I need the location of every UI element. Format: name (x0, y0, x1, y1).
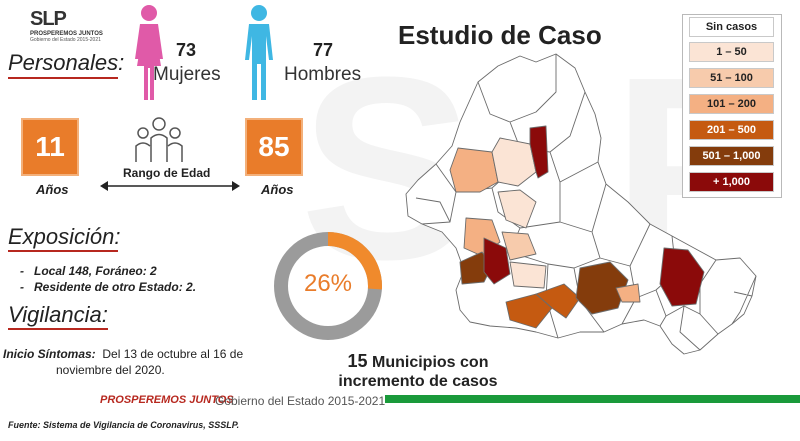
slp-logo: SLP PROSPEREMOS JUNTOS Gobierno del Esta… (30, 8, 110, 48)
footer-prosperemos: PROSPEREMOS JUNTOS (100, 394, 234, 406)
women-count: 73 (176, 40, 197, 60)
municipios-line1-text: Municipios con (372, 354, 489, 371)
muni-fill (505, 293, 553, 329)
footer-fuente: Fuente: Sistema de Vigilancia de Coronav… (8, 420, 240, 430)
exposicion-item-text: Local 148, Foráneo: 2 (34, 264, 157, 278)
muni-fill (509, 261, 547, 289)
logo-sub: PROSPEREMOS JUNTOS (30, 31, 103, 37)
footer-gobierno: Gobierno del Estado 2015-2021 (215, 394, 386, 408)
sintomas-line: Inicio Síntomas: Del 13 de octubre al 16… (3, 347, 243, 361)
exposicion-title: Exposición: (8, 224, 121, 249)
vigilancia-underline (8, 328, 108, 330)
group-people-icon (135, 117, 183, 162)
donut-fill (274, 232, 382, 340)
men-label: Hombres (284, 64, 362, 85)
male-figure-icon (245, 5, 273, 100)
municipios-num: 15 (347, 351, 368, 371)
exposicion-item-text: Residente de otro Estado: 2. (34, 280, 197, 294)
sintomas-text-2: noviembre del 2020. (56, 363, 165, 377)
donut-chart (274, 232, 382, 340)
double-arrow-icon (100, 181, 240, 191)
muni-fill (615, 283, 641, 303)
muni-fill (497, 189, 537, 229)
exposicion-item: - Residente de otro Estado: 2. (20, 280, 197, 294)
muni-fill (575, 261, 629, 315)
donut-percent-label: 26% (303, 270, 353, 297)
logo-main: SLP (30, 8, 67, 30)
female-figure-icon (135, 5, 163, 100)
age-range-label: Rango de Edad (123, 166, 211, 180)
legend-item: 201 – 500 (689, 120, 774, 140)
municipios-text: 15 Municipios con incremento de casos (320, 352, 516, 391)
personales-title: Personales: (8, 50, 125, 75)
women-label: Mujeres (153, 64, 221, 85)
muni-fill (501, 231, 537, 261)
sintomas-text-1: Del 13 de octubre al 16 de (102, 347, 244, 361)
legend-item: 101 – 200 (689, 94, 774, 114)
personales-underline (8, 77, 118, 79)
legend-item: Sin casos (689, 17, 774, 37)
municipios-line2: incremento de casos (338, 373, 498, 390)
sintomas-label: Inicio Síntomas: (3, 347, 96, 361)
muni-fill (449, 147, 499, 193)
municipios-line1: 15 Municipios con (320, 352, 516, 372)
legend-item: 51 – 100 (689, 68, 774, 88)
muni-fill (483, 237, 511, 285)
main-title: Estudio de Caso (398, 20, 602, 50)
legend-item: 501 – 1,000 (689, 146, 774, 166)
muni-fill (529, 125, 549, 179)
municipalities-map (405, 53, 757, 355)
men-count: 77 (313, 40, 334, 60)
age-min-unit: Años (36, 182, 69, 197)
muni-fill (535, 283, 581, 319)
age-min-box: 11 (21, 118, 79, 176)
muni-fill (659, 247, 705, 307)
exposicion-item: - Local 148, Foráneo: 2 (20, 264, 157, 278)
exposicion-underline (8, 250, 118, 252)
footer-green-bar (385, 395, 800, 403)
age-max-unit: Años (261, 182, 294, 197)
legend-item: 1 – 50 (689, 42, 774, 62)
age-max-box: 85 (245, 118, 303, 176)
logo-sub2: Gobierno del Estado 2015-2021 (30, 37, 101, 43)
legend-item: + 1,000 (689, 172, 774, 192)
vigilancia-title: Vigilancia: (8, 302, 108, 327)
